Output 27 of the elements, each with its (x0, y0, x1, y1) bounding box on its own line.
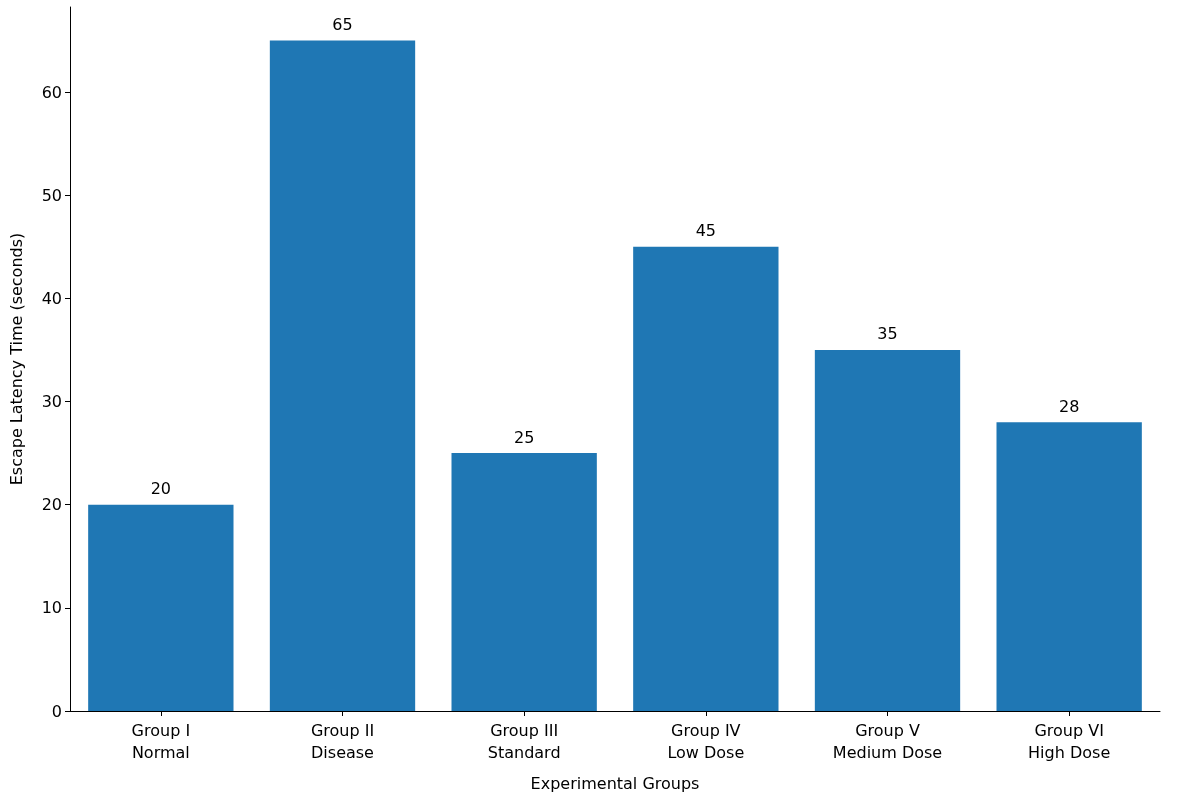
y-tick-label: 30 (41, 392, 62, 412)
y-tick-label: 0 (51, 701, 62, 721)
data-label: 65 (332, 15, 353, 35)
y-tick-label: 50 (41, 185, 62, 205)
data-label: 45 (695, 221, 717, 241)
x-tick-label: Group II Disease (310, 720, 375, 762)
y-tick-label: 60 (41, 82, 62, 102)
bar (814, 349, 961, 711)
x-tick-label: Group III Standard (487, 720, 561, 762)
x-tick-label: Group IV Low Dose (667, 720, 745, 762)
bar (633, 246, 779, 711)
x-tick-label: Group V Medium Dose (832, 720, 943, 762)
x-tick-label: Group I Normal (131, 720, 191, 762)
bar (996, 422, 1142, 711)
y-tick-label: 40 (41, 288, 62, 308)
data-label: 25 (513, 427, 535, 447)
data-label: 35 (877, 324, 898, 344)
bar (88, 504, 234, 711)
x-axis-title: Experimental Groups (530, 773, 700, 793)
data-label: 20 (150, 479, 172, 499)
y-tick-label: 20 (41, 495, 62, 515)
y-axis-title: Escape Latency Time (seconds) (6, 232, 26, 486)
y-tick-label: 10 (41, 598, 62, 618)
x-tick-label: Group VI High Dose (1028, 720, 1111, 762)
bar (451, 453, 597, 711)
data-label: 28 (1058, 396, 1080, 416)
bar (269, 40, 416, 711)
